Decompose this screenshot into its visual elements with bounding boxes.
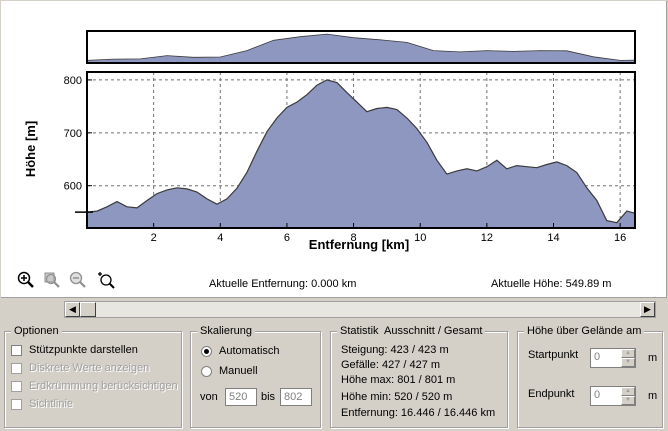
- manuell-label: Manuell: [219, 365, 258, 377]
- gelaende-group: Höhe über Gelände am Startpunkt 0 ▲ ▼ m …: [517, 325, 663, 428]
- x-axis-label: Entfernung [km]: [309, 237, 409, 252]
- x-tick-label: 6: [284, 232, 290, 244]
- statistik-title: Statistik Ausschnitt / Gesamt: [337, 325, 486, 337]
- overview-area: [86, 33, 636, 64]
- startpunkt-down-button[interactable]: ▼: [621, 358, 635, 367]
- startpunkt-value: 0: [594, 351, 601, 363]
- scroll-right-button[interactable]: ▶: [640, 302, 655, 317]
- statistik-group: Statistik Ausschnitt / Gesamt Steigung: …: [330, 325, 508, 428]
- x-tick-label: 14: [547, 232, 559, 244]
- x-tick-label: 2: [151, 232, 157, 244]
- von-input[interactable]: 520: [225, 388, 257, 406]
- axes: 2 4 6 8 10 12 14 16 600 700 800: [64, 75, 627, 244]
- zoom-out-icon[interactable]: [69, 271, 87, 289]
- stat-steigung: Steigung: 423 / 423 m: [341, 344, 449, 356]
- current-height: Aktuelle Höhe: 549.89 m: [491, 278, 612, 290]
- x-tick-label: 8: [351, 232, 357, 244]
- plot-frame: [86, 71, 636, 229]
- scroll-left-button[interactable]: ◀: [65, 302, 80, 317]
- profile-panel: 2 4 6 8 10 12 14 16 600 700 800 Höhe [m] Entfernun…: [1, 1, 667, 298]
- skalierung-title: Skalierung: [197, 325, 255, 337]
- startpunkt-label: Startpunkt: [528, 349, 579, 361]
- y-tick-label: 700: [64, 128, 82, 140]
- x-tick-label: 12: [481, 232, 493, 244]
- sichtlinie-label: Sichtlinie: [29, 398, 74, 410]
- scroll-thumb[interactable]: [80, 302, 96, 317]
- manuell-radio[interactable]: [201, 366, 212, 377]
- startpunkt-spinner[interactable]: 0 ▲ ▼: [590, 348, 636, 368]
- bis-label: bis: [261, 391, 276, 403]
- skalierung-group: Skalierung Automatisch Manuell von 520 b…: [190, 325, 321, 428]
- erdkruemmung-checkbox[interactable]: [11, 381, 22, 392]
- horizontal-scrollbar[interactable]: ◀ ▶: [64, 301, 656, 318]
- stat-gefaelle: Gefälle: 427 / 427 m: [341, 359, 441, 371]
- diskrete-checkbox[interactable]: [11, 363, 22, 374]
- x-tick-label: 10: [414, 232, 426, 244]
- overview-strip: [86, 30, 636, 64]
- sichtlinie-checkbox[interactable]: [11, 399, 22, 410]
- stat-entfernung: Entfernung: 16.446 / 16.446 km: [341, 407, 496, 419]
- elevation-chart[interactable]: 2 4 6 8 10 12 14 16 600 700 800 Höhe [m] Entfernun…: [1, 1, 665, 296]
- automatisch-label: Automatisch: [219, 345, 280, 357]
- startpunkt-up-button[interactable]: ▲: [621, 349, 635, 358]
- gelaende-title: Höhe über Gelände am: [524, 325, 645, 337]
- endpunkt-spinner[interactable]: 0 ▲ ▼: [590, 386, 636, 406]
- zoom-fit-icon[interactable]: [97, 271, 115, 289]
- current-distance: Aktuelle Entfernung: 0.000 km: [209, 278, 357, 290]
- endpunkt-label: Endpunkt: [528, 388, 575, 400]
- elevation-area: [87, 79, 635, 229]
- von-label: von: [200, 391, 218, 403]
- y-tick-label: 800: [64, 75, 82, 87]
- optionen-group: Optionen Stützpunkte darstellen Diskrete…: [4, 325, 182, 428]
- stat-hoehe-max: Höhe max: 801 / 801 m: [341, 374, 456, 386]
- endpunkt-value: 0: [594, 389, 601, 401]
- y-axis-label: Höhe [m]: [23, 121, 38, 177]
- bis-input[interactable]: 802: [280, 388, 312, 406]
- stat-hoehe-min: Höhe min: 520 / 520 m: [341, 391, 453, 403]
- optionen-title: Optionen: [11, 325, 62, 337]
- y-tick-label: 600: [64, 181, 82, 193]
- elevation-line: [86, 79, 636, 224]
- startpunkt-unit: m: [648, 352, 658, 364]
- zoom-in-icon[interactable]: [17, 271, 35, 289]
- overview-frame: [86, 30, 636, 64]
- zoom-box-icon[interactable]: [43, 271, 61, 289]
- erdkruemmung-label: Erdkrümmung berücksichtigen: [29, 380, 178, 392]
- endpunkt-unit: m: [648, 390, 658, 402]
- stuetzpunkte-label: Stützpunkte darstellen: [29, 344, 138, 356]
- endpunkt-down-button[interactable]: ▼: [621, 396, 635, 405]
- x-tick-label: 16: [614, 232, 626, 244]
- endpunkt-up-button[interactable]: ▲: [621, 387, 635, 396]
- automatisch-radio[interactable]: [201, 346, 212, 357]
- main-plot: [75, 71, 636, 229]
- x-tick-label: 4: [217, 232, 223, 244]
- diskrete-label: Diskrete Werte anzeigen: [29, 362, 150, 374]
- stuetzpunkte-checkbox[interactable]: [11, 345, 22, 356]
